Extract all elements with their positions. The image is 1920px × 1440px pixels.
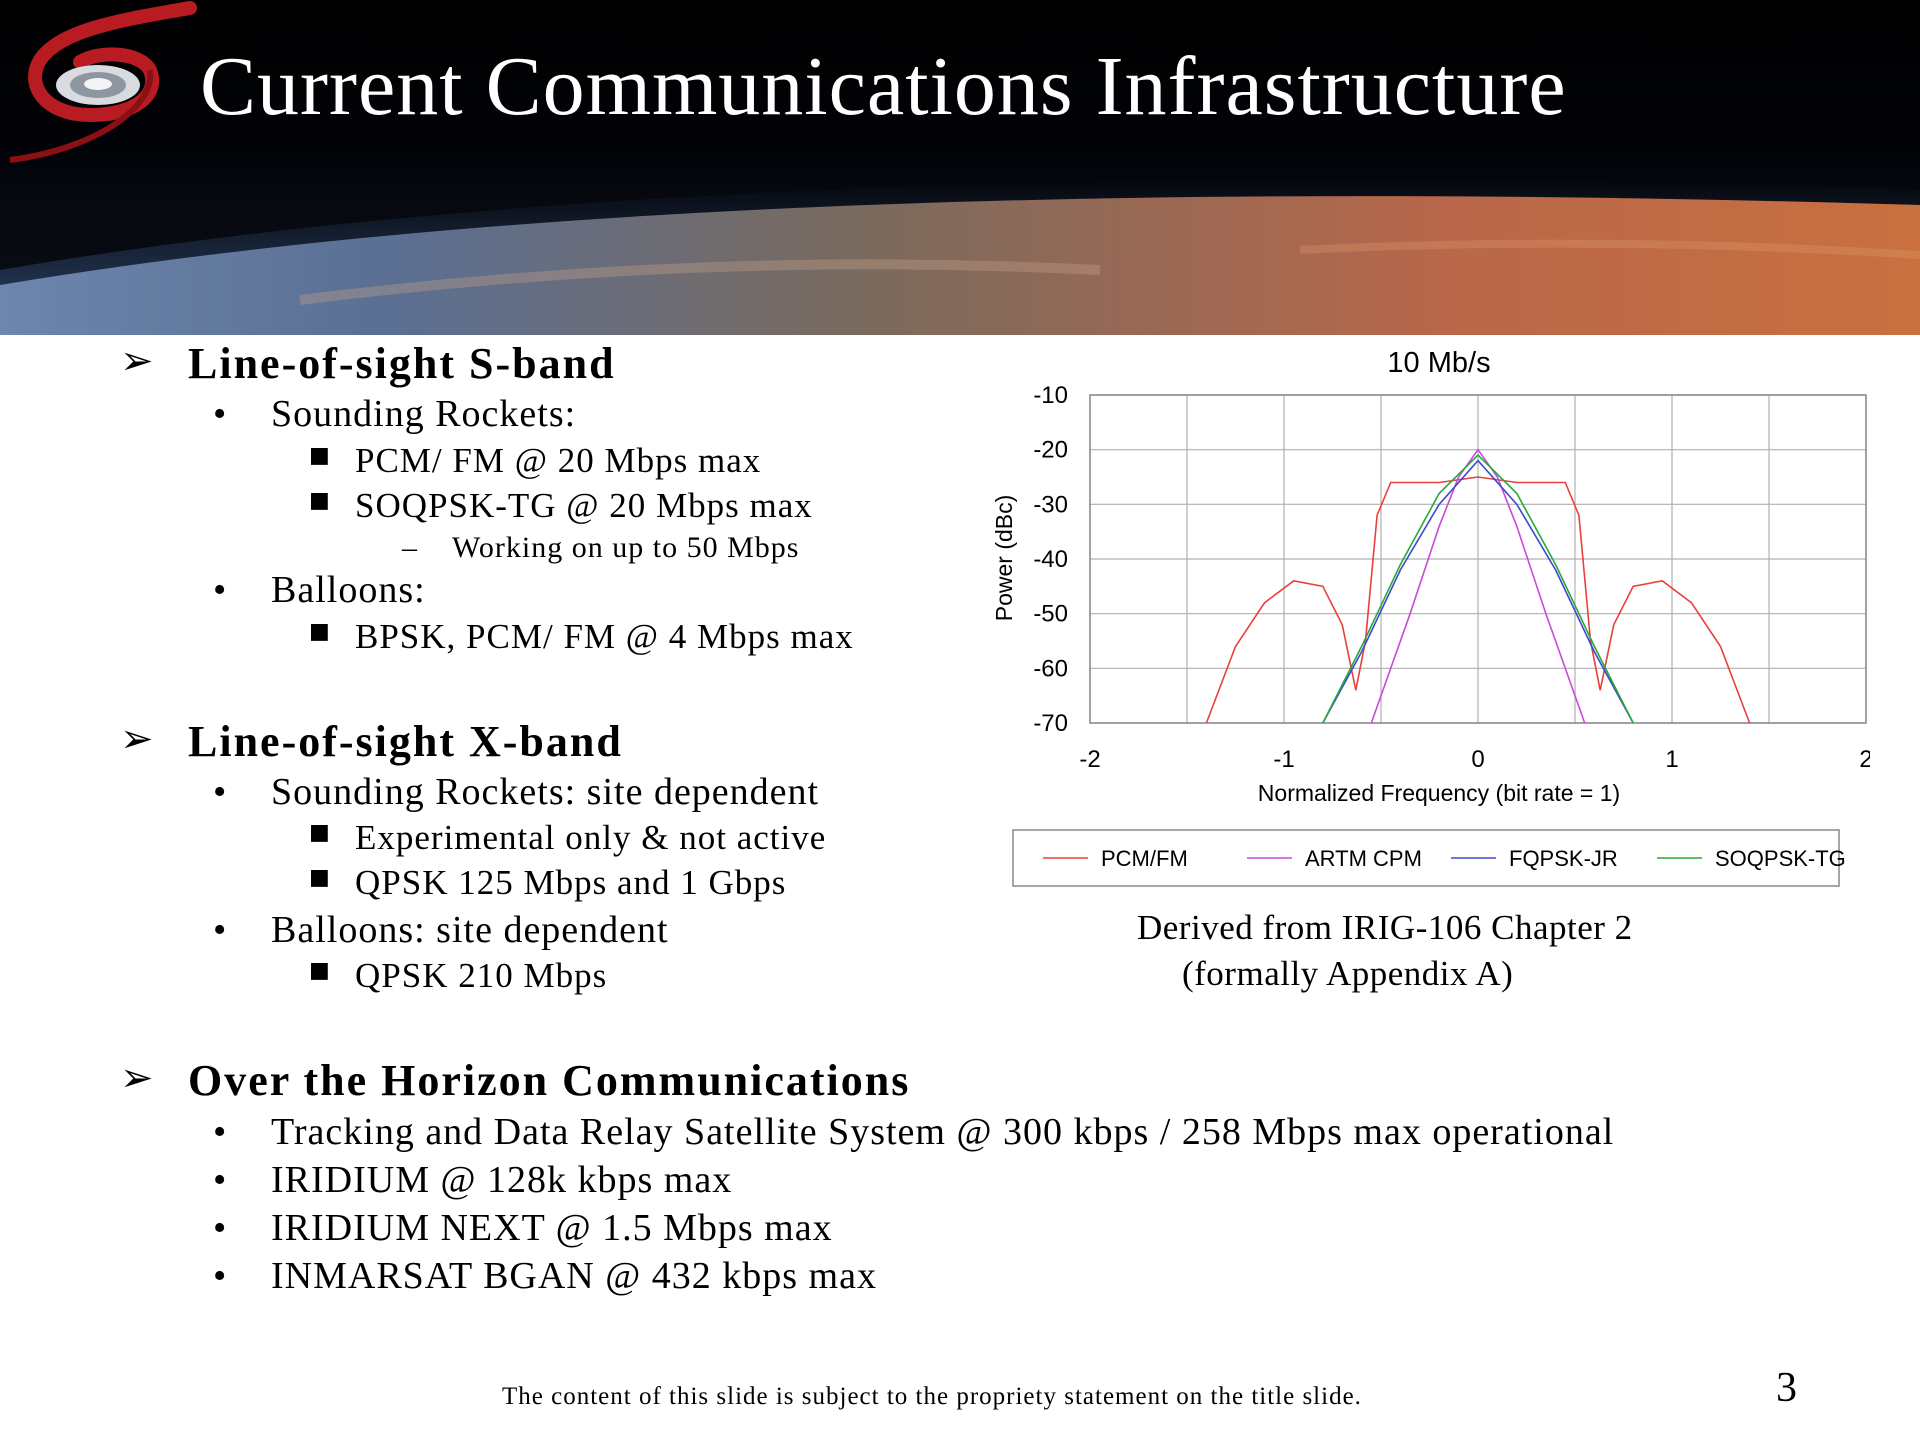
round-bullet-icon: • xyxy=(213,569,228,611)
square-bullet-icon: ■ xyxy=(309,865,331,890)
heading-x-band: ➢ Line-of-sight X-band xyxy=(120,716,623,767)
list-item-text: Sounding Rockets: xyxy=(271,393,577,435)
y-axis-label: Power (dBc) xyxy=(991,495,1017,622)
list-item: • IRIDIUM NEXT @ 1.5 Mbps max xyxy=(213,1206,833,1250)
legend-label: FQPSK-JR xyxy=(1509,846,1618,871)
list-item: • Sounding Rockets: xyxy=(213,392,577,436)
slide-header: Current Communications Infrastructure xyxy=(0,0,1920,335)
x-tick-label: 2 xyxy=(1859,746,1870,773)
arrow-bullet-icon: ➢ xyxy=(120,338,156,384)
series-line xyxy=(1322,459,1634,724)
y-tick-label: -30 xyxy=(1033,491,1068,518)
planet-horizon-image xyxy=(0,180,1920,335)
square-bullet-icon: ■ xyxy=(309,820,331,845)
y-tick-label: -50 xyxy=(1033,601,1068,628)
series-line xyxy=(1370,448,1586,724)
list-item-text: PCM/ FM @ 20 Mbps max xyxy=(355,441,762,480)
list-item-text: SOQPSK-TG @ 20 Mbps max xyxy=(355,486,813,525)
x-tick-label: -2 xyxy=(1079,746,1100,773)
list-item: • IRIDIUM @ 128k kbps max xyxy=(213,1158,733,1202)
list-item: ■ PCM/ FM @ 20 Mbps max xyxy=(309,441,762,481)
x-tick-label: 0 xyxy=(1471,746,1484,773)
arrow-bullet-icon: ➢ xyxy=(120,716,156,762)
list-item: ■ Experimental only & not active xyxy=(309,818,827,858)
round-bullet-icon: • xyxy=(213,1111,228,1153)
list-item-text: Tracking and Data Relay Satellite System… xyxy=(271,1111,1615,1153)
plot-border xyxy=(1089,394,1867,724)
series-line xyxy=(1205,476,1751,724)
round-bullet-icon: • xyxy=(213,1159,228,1201)
list-item: – Working on up to 50 Mbps xyxy=(402,531,800,565)
list-item: ■ BPSK, PCM/ FM @ 4 Mbps max xyxy=(309,617,854,657)
square-bullet-icon: ■ xyxy=(309,619,331,644)
list-item: ■ QPSK 125 Mbps and 1 Gbps xyxy=(309,863,787,903)
chart-title: 10 Mb/s xyxy=(1387,347,1490,379)
list-item-text: IRIDIUM @ 128k kbps max xyxy=(271,1159,733,1201)
round-bullet-icon: • xyxy=(213,393,228,435)
list-item-text: QPSK 210 Mbps xyxy=(355,956,608,995)
list-item: ■ SOQPSK-TG @ 20 Mbps max xyxy=(309,486,813,526)
arrow-bullet-icon: ➢ xyxy=(120,1055,156,1101)
page-number: 3 xyxy=(1776,1365,1797,1411)
x-tick-labels: -2 -1 0 1 2 xyxy=(1079,746,1870,773)
round-bullet-icon: • xyxy=(213,909,228,951)
heading-s-band: ➢ Line-of-sight S-band xyxy=(120,338,616,389)
caption-line-1: Derived from IRIG-106 Chapter 2 xyxy=(1137,908,1633,947)
list-item: • INMARSAT BGAN @ 432 kbps max xyxy=(213,1254,877,1298)
chart-legend: PCM/FM ARTM CPM FQPSK-JR SOQPSK-TG xyxy=(1012,829,1846,887)
list-item-text: INMARSAT BGAN @ 432 kbps max xyxy=(271,1255,877,1297)
heading-s-band-text: Line-of-sight S-band xyxy=(188,339,616,388)
series-line xyxy=(1322,453,1634,724)
slide-title: Current Communications Infrastructure xyxy=(200,40,1567,133)
list-item-text: IRIDIUM NEXT @ 1.5 Mbps max xyxy=(271,1207,833,1249)
y-tick-label: -70 xyxy=(1033,710,1068,737)
heading-over-horizon: ➢ Over the Horizon Communications xyxy=(120,1055,911,1106)
legend-label: SOQPSK-TG xyxy=(1715,846,1846,871)
y-tick-label: -40 xyxy=(1033,546,1068,573)
y-tick-label: -20 xyxy=(1033,437,1068,464)
list-item-text: Experimental only & not active xyxy=(355,818,827,857)
logo-emblem xyxy=(9,1,197,163)
round-bullet-icon: • xyxy=(213,771,228,813)
list-item: • Tracking and Data Relay Satellite Syst… xyxy=(213,1110,1615,1154)
caption-line-2: (formally Appendix A) xyxy=(1182,954,1514,993)
dash-bullet-icon: – xyxy=(402,531,418,564)
legend-label: ARTM CPM xyxy=(1305,846,1422,871)
footer-notice: The content of this slide is subject to … xyxy=(502,1383,1362,1410)
list-item: • Sounding Rockets: site dependent xyxy=(213,770,820,814)
list-item: ■ QPSK 210 Mbps xyxy=(309,956,608,996)
chart-series xyxy=(1205,448,1751,724)
list-item: • Balloons: xyxy=(213,568,426,612)
list-item-text: Balloons: xyxy=(271,569,426,611)
list-item-text: Sounding Rockets: site dependent xyxy=(271,771,820,813)
list-item-text: BPSK, PCM/ FM @ 4 Mbps max xyxy=(355,617,854,656)
heading-x-band-text: Line-of-sight X-band xyxy=(188,717,623,766)
list-item: • Balloons: site dependent xyxy=(213,908,669,952)
x-tick-label: 1 xyxy=(1665,746,1678,773)
chart-grid xyxy=(1089,394,1867,724)
heading-over-horizon-text: Over the Horizon Communications xyxy=(188,1056,911,1105)
round-bullet-icon: • xyxy=(213,1207,228,1249)
x-axis-label: Normalized Frequency (bit rate = 1) xyxy=(1258,780,1620,806)
list-item-text: QPSK 125 Mbps and 1 Gbps xyxy=(355,863,787,902)
y-tick-labels: -10 -20 -30 -40 -50 -60 -70 xyxy=(1033,382,1068,737)
y-tick-label: -60 xyxy=(1033,655,1068,682)
y-tick-label: -10 xyxy=(1033,382,1068,409)
list-item-text: Balloons: site dependent xyxy=(271,909,669,951)
list-item-text: Working on up to 50 Mbps xyxy=(452,531,800,564)
square-bullet-icon: ■ xyxy=(309,958,331,983)
chart-caption: Derived from IRIG-106 Chapter 2 (formall… xyxy=(1137,905,1633,997)
square-bullet-icon: ■ xyxy=(309,488,331,513)
x-tick-label: -1 xyxy=(1273,746,1294,773)
round-bullet-icon: • xyxy=(213,1255,228,1297)
square-bullet-icon: ■ xyxy=(309,443,331,468)
legend-label: PCM/FM xyxy=(1101,846,1188,871)
psd-chart: 10 Mb/s -10-20-30-40-50-60-70 -2 -1 0 1 2 Po… xyxy=(991,347,1870,887)
